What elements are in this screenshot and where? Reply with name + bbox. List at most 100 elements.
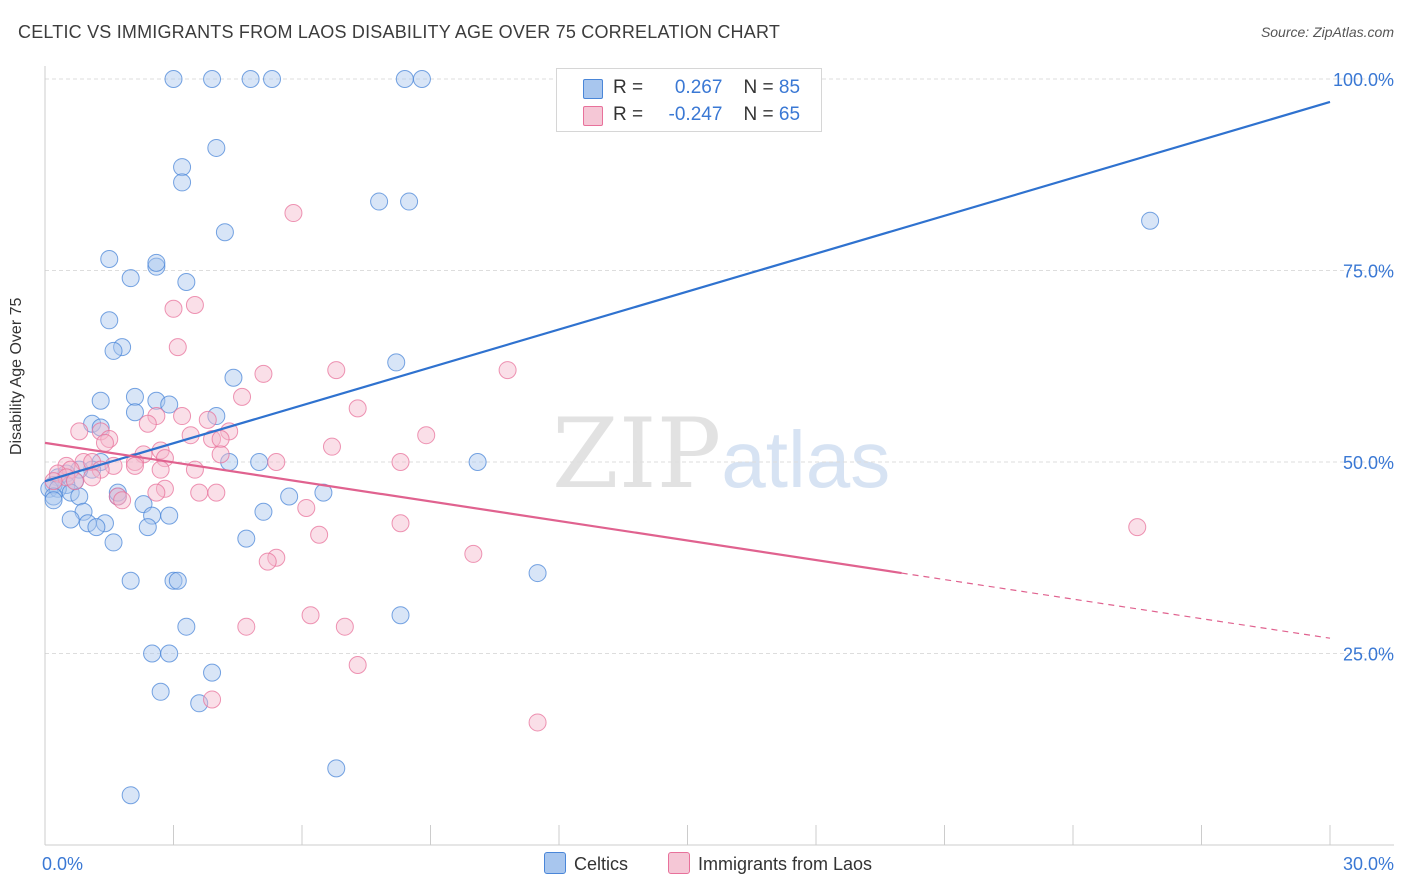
y-axis-label: Disability Age Over 75 bbox=[8, 297, 25, 455]
celtic-point bbox=[237, 529, 256, 548]
laos-point bbox=[267, 453, 286, 471]
legend-swatch-celtic bbox=[583, 79, 603, 99]
celtic-point bbox=[151, 682, 170, 701]
celtic-point bbox=[121, 571, 140, 590]
laos-point bbox=[297, 498, 316, 517]
x-tick-label: 0.0% bbox=[42, 854, 83, 874]
celtic-point bbox=[395, 70, 414, 88]
watermark-zip: ZIP bbox=[552, 398, 722, 510]
laos-point bbox=[207, 483, 226, 502]
legend-laos-r-value: -0.247 bbox=[668, 104, 723, 125]
laos-point bbox=[113, 491, 132, 510]
celtic-point bbox=[327, 759, 346, 778]
celtic-point bbox=[113, 338, 132, 357]
celtic-point bbox=[160, 644, 179, 663]
laos-point bbox=[417, 426, 436, 445]
laos-point bbox=[267, 548, 286, 567]
celtic-point bbox=[104, 533, 123, 552]
laos-point bbox=[348, 399, 367, 418]
celtic-point bbox=[1141, 211, 1160, 230]
legend-laos-n-value: 65 bbox=[778, 104, 801, 125]
laos-point bbox=[464, 544, 483, 563]
laos-point bbox=[391, 453, 410, 471]
celtic-point bbox=[100, 311, 119, 330]
celtic-point bbox=[138, 518, 157, 537]
bottom-legend-laos: Immigrants from Laos bbox=[668, 852, 872, 875]
laos-point bbox=[310, 525, 329, 544]
laos-point bbox=[190, 483, 209, 502]
y-tick-label: 75.0% bbox=[1343, 262, 1394, 282]
laos-point bbox=[528, 713, 547, 732]
celtic-point bbox=[168, 571, 187, 590]
laos-point bbox=[147, 483, 166, 502]
chart-title: CELTIC VS IMMIGRANTS FROM LAOS DISABILIT… bbox=[18, 22, 781, 42]
laos-point bbox=[233, 387, 252, 406]
celtic-point bbox=[254, 502, 273, 521]
celtic-point bbox=[173, 158, 192, 177]
celtic-point bbox=[207, 407, 226, 426]
x-tick-label: 30.0% bbox=[1343, 854, 1394, 874]
laos-point bbox=[1128, 518, 1147, 537]
celtic-point bbox=[241, 70, 260, 88]
celtic-point bbox=[203, 663, 222, 682]
legend-laos-n-label: N = bbox=[743, 104, 774, 125]
celtic-point bbox=[143, 644, 162, 663]
laos-point bbox=[138, 414, 157, 433]
celtic-point bbox=[44, 487, 63, 506]
celtic-point bbox=[164, 70, 183, 88]
laos-point bbox=[327, 361, 346, 380]
celtic-point bbox=[177, 617, 196, 636]
celtic-point bbox=[91, 391, 110, 410]
celtic-point bbox=[412, 70, 431, 88]
celtic-point bbox=[160, 506, 179, 525]
source-label: Source: ZipAtlas.com bbox=[1260, 24, 1394, 40]
bottom-legend-celtic: Celtics bbox=[544, 852, 628, 875]
laos-point bbox=[95, 433, 114, 452]
laos-point bbox=[348, 655, 367, 674]
watermark: ZIPatlas bbox=[552, 398, 890, 510]
laos-point bbox=[391, 514, 410, 533]
laos-point bbox=[198, 410, 217, 429]
watermark-atlas: atlas bbox=[721, 415, 891, 504]
celtic-trend-line bbox=[44, 100, 1331, 483]
laos-point bbox=[211, 430, 230, 449]
laos-point bbox=[211, 445, 230, 464]
y-tick-label: 50.0% bbox=[1343, 453, 1394, 473]
celtic-point bbox=[125, 403, 144, 422]
celtic-point bbox=[177, 272, 196, 291]
legend-laos-r-label: R = bbox=[613, 104, 644, 125]
legend-swatch-laos bbox=[583, 106, 603, 126]
laos-point bbox=[254, 364, 273, 383]
celtic-point bbox=[207, 138, 226, 157]
celtic-point bbox=[160, 395, 179, 414]
legend: R = 0.267 N = 85 R = -0.247 N = 65 bbox=[556, 68, 822, 132]
celtic-point bbox=[263, 70, 282, 88]
laos-trend-line bbox=[44, 441, 902, 575]
laos-point bbox=[258, 552, 277, 571]
bottom-legend-celtic-label: Celtics bbox=[574, 854, 629, 874]
bottom-legend-laos-label: Immigrants from Laos bbox=[698, 854, 873, 874]
laos-point bbox=[335, 617, 354, 636]
celtic-point bbox=[147, 253, 166, 272]
laos-point bbox=[301, 606, 320, 625]
y-tick-label: 100.0% bbox=[1333, 70, 1394, 90]
celtic-point bbox=[61, 510, 80, 529]
celtic-point bbox=[468, 453, 487, 471]
celtic-point bbox=[125, 387, 144, 406]
laos-trend-line-extension bbox=[901, 572, 1331, 639]
legend-celtic-r-value: 0.267 bbox=[674, 77, 723, 98]
celtic-point bbox=[391, 606, 410, 625]
y-tick-label: 25.0% bbox=[1343, 645, 1394, 665]
celtic-point bbox=[215, 223, 234, 242]
celtic-point bbox=[147, 257, 166, 276]
laos-point bbox=[125, 456, 144, 475]
celtic-point bbox=[121, 786, 140, 805]
laos-point bbox=[173, 407, 192, 426]
celtic-point bbox=[121, 269, 140, 288]
laos-point bbox=[284, 204, 303, 223]
celtic-point bbox=[224, 368, 243, 387]
celtic-point bbox=[280, 487, 299, 506]
laos-point bbox=[164, 299, 183, 318]
legend-celtic-n-value: 85 bbox=[778, 77, 801, 98]
